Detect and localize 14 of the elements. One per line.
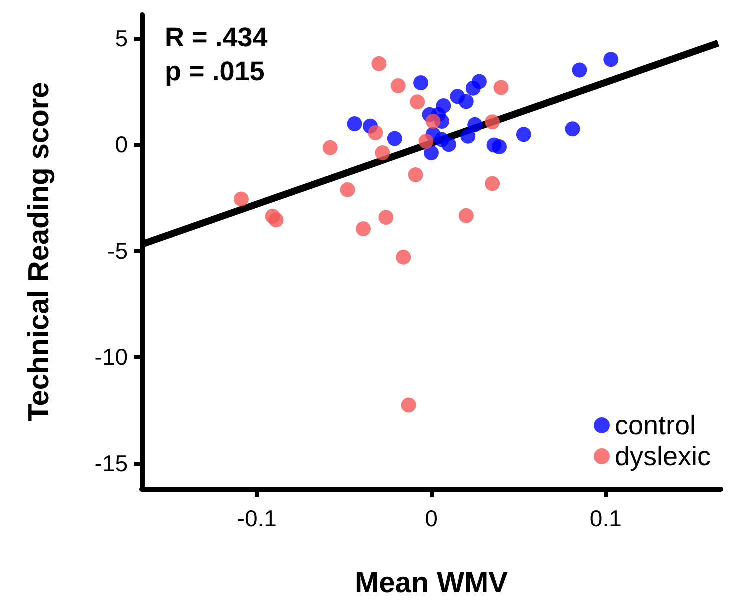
- legend-label: control: [614, 410, 696, 440]
- x-tick-label: 0: [425, 506, 438, 532]
- x-tick-label: -0.1: [237, 506, 277, 532]
- y-tick-label: -5: [108, 238, 128, 264]
- legend-label: dyslexic: [614, 442, 711, 472]
- annotation: R = .434: [165, 22, 268, 52]
- y-axis-title: Technical Reading score: [24, 82, 56, 422]
- y-tick-label: 0: [115, 132, 128, 158]
- y-tick-label: 5: [115, 25, 128, 52]
- x-tick-label: 0.1: [590, 506, 622, 532]
- y-tick-label: -15: [94, 450, 128, 476]
- x-axis-title: Mean WMV: [354, 568, 509, 600]
- y-tick-label: -10: [94, 344, 128, 370]
- annotation: p = .015: [165, 56, 265, 86]
